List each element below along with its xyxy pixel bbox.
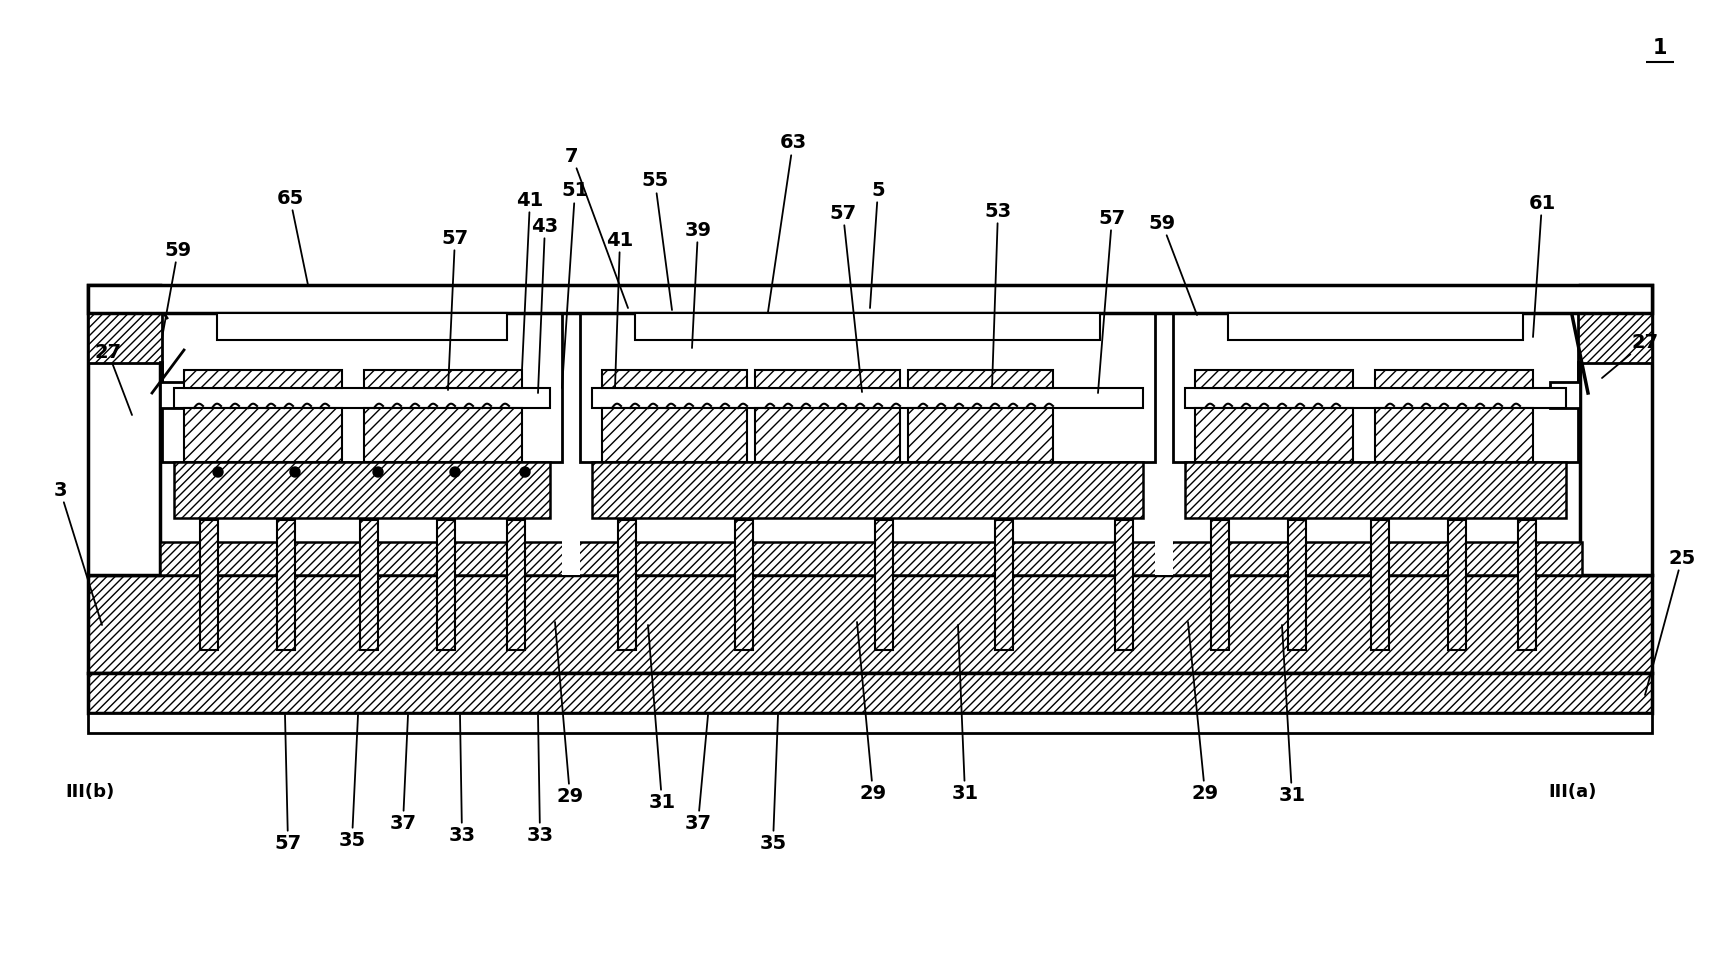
Text: 31: 31 [952,625,978,803]
Bar [591,462,1143,518]
Bar [1375,408,1533,462]
Bar [735,520,753,650]
Bar [161,313,562,462]
Bar [909,370,1053,388]
Polygon shape [160,362,191,408]
Text: 29: 29 [555,622,584,806]
Text: 59: 59 [161,240,191,338]
Bar [88,575,1653,673]
Text: 1: 1 [1653,38,1668,58]
Text: 57: 57 [1098,209,1125,393]
Bar [876,520,893,650]
Text: 33: 33 [527,715,553,845]
Bar [1157,314,1172,574]
Bar [562,313,579,575]
Bar [88,285,205,363]
Bar [1517,520,1536,650]
Circle shape [373,467,383,477]
Bar [579,313,1155,462]
Bar [277,520,295,650]
Text: 29: 29 [1188,622,1219,803]
Bar [995,520,1013,650]
Text: 43: 43 [531,217,558,393]
Bar [909,408,1053,462]
Bar [364,370,522,388]
Bar [173,388,550,408]
Text: III(a): III(a) [1548,783,1597,801]
Text: 37: 37 [685,715,711,832]
Text: 57: 57 [274,715,302,852]
Text: 57: 57 [442,228,468,390]
Text: 3: 3 [54,480,102,625]
Text: 39: 39 [685,221,711,348]
Text: 65: 65 [276,189,309,285]
Bar [173,462,550,518]
Bar [754,408,900,462]
Polygon shape [1550,362,1580,408]
Text: 63: 63 [768,133,806,312]
Text: 5: 5 [870,181,884,308]
Circle shape [520,467,531,477]
Text: 27: 27 [1602,332,1658,378]
Bar [1115,520,1132,650]
Bar [1580,285,1653,575]
Text: 41: 41 [517,191,544,370]
Text: III(b): III(b) [66,783,114,801]
Bar [591,388,1143,408]
Text: 31: 31 [1278,625,1306,805]
Circle shape [451,467,460,477]
Bar [754,370,900,388]
Text: 27: 27 [94,342,132,415]
Bar [361,520,378,650]
Bar [602,370,747,388]
Bar [1184,462,1566,518]
Text: 53: 53 [985,201,1011,388]
Bar [1172,313,1578,462]
Bar [602,408,747,462]
Bar [88,285,160,575]
Bar [506,520,525,650]
Bar [1210,520,1229,650]
Circle shape [290,467,300,477]
Bar [1448,520,1465,650]
Bar [88,285,1653,313]
Text: 41: 41 [607,230,633,388]
Bar [1195,408,1353,462]
Text: 61: 61 [1528,193,1555,337]
Bar [1184,388,1566,408]
Text: 29: 29 [857,622,886,803]
Bar [1375,370,1533,388]
Text: 35: 35 [759,715,787,852]
Bar [184,408,342,462]
Text: 25: 25 [1646,548,1696,695]
Bar [437,520,454,650]
Bar [199,520,218,650]
Bar [364,408,522,462]
Bar [160,542,1581,575]
Text: 51: 51 [562,182,588,388]
Bar [1155,313,1172,575]
Bar [1228,313,1522,340]
Text: 37: 37 [390,715,416,832]
Bar [635,313,1099,340]
Text: 7: 7 [565,147,628,308]
Bar [1195,370,1353,388]
Text: 31: 31 [649,625,676,812]
Text: 59: 59 [1148,214,1196,315]
Bar [217,313,506,340]
Text: 55: 55 [642,171,673,310]
Bar [1372,520,1389,650]
Text: 35: 35 [338,715,366,850]
Bar [617,520,636,650]
Bar [88,713,1653,733]
Circle shape [213,467,224,477]
Bar [1535,285,1653,363]
Bar [564,314,579,574]
Bar [88,673,1653,713]
Text: 57: 57 [829,203,862,392]
Bar [184,370,342,388]
Bar [1288,520,1306,650]
Text: 33: 33 [449,715,475,845]
